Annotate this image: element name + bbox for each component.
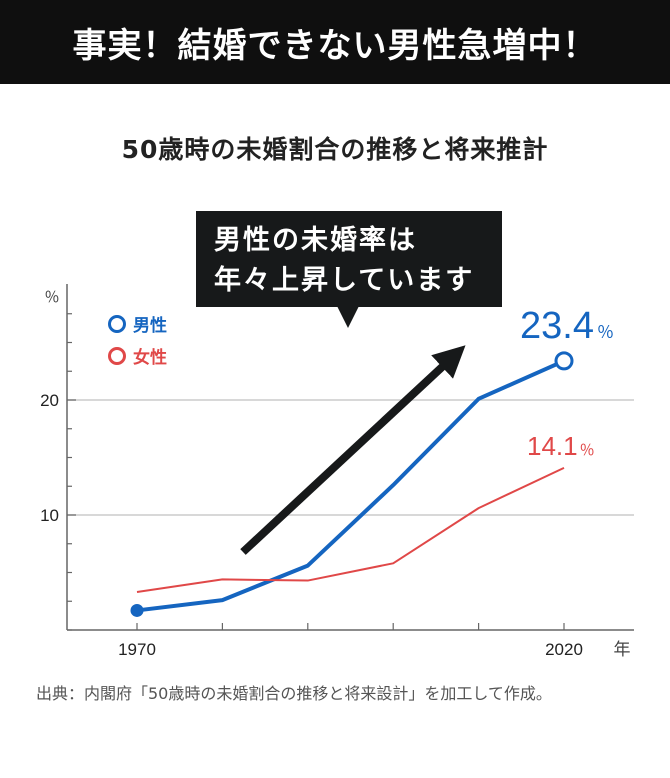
series-line-male [136, 359, 565, 613]
x-axis-unit-label: 年 [614, 640, 631, 660]
callout-tail [337, 306, 359, 328]
end-value-label-female: 14.1 ％ [527, 431, 595, 461]
legend-label-male: 男性 [133, 315, 167, 336]
callout-box: 男性の未婚率は 年々上昇しています [196, 211, 502, 307]
x-tick-label-1970: 1970 [118, 640, 156, 659]
series-line-female [136, 466, 565, 594]
y-axis-unit-label: ％ [44, 288, 59, 306]
data-point-male-end [554, 351, 574, 371]
y-tick-label-20: 20 [40, 391, 59, 410]
y-tick-label-10: 10 [40, 506, 59, 525]
callout-line-2: 年々上昇しています [214, 265, 475, 296]
page-title: 事実！結婚できない男性急増中！ [72, 25, 598, 66]
legend-marker-female [108, 347, 126, 365]
end-value-label-male: 23.4 ％ [520, 305, 614, 347]
trend-arrow [240, 345, 466, 555]
callout-line-1: 男性の未婚率は [214, 225, 417, 256]
x-tick-label-2020: 2020 [545, 640, 583, 659]
source-note: 出典：内閣府「50歳時の未婚割合の推移と将来設計」を加工して作成。 [36, 684, 552, 703]
data-point-male-start [130, 603, 144, 617]
legend-marker-male [108, 315, 126, 333]
legend-label-female: 女性 [133, 347, 167, 368]
chart-title: 50歳時の未婚割合の推移と将来推計 [121, 135, 549, 164]
header-banner: 事実！結婚できない男性急増中！ [0, 0, 670, 84]
